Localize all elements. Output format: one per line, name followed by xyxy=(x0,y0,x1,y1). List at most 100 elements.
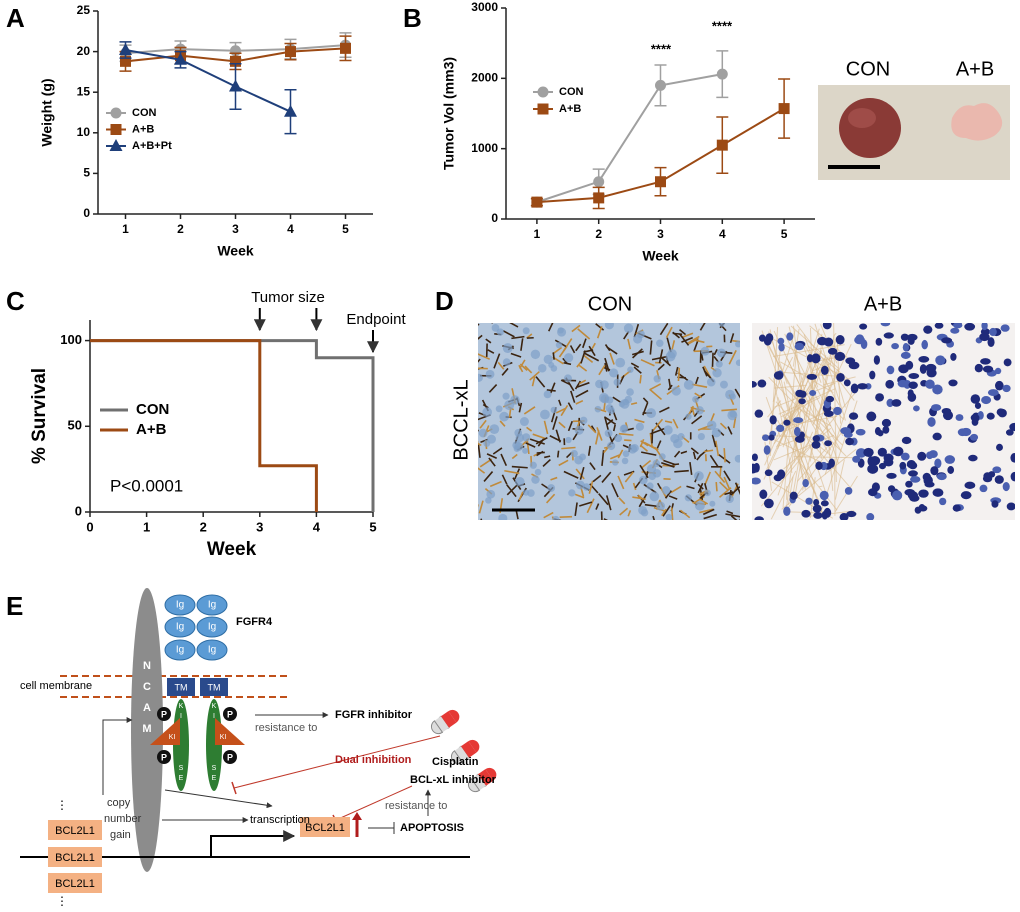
nucleus xyxy=(670,434,680,444)
fiber xyxy=(587,424,597,434)
label: TM xyxy=(208,682,221,692)
fiber xyxy=(518,364,524,373)
point xyxy=(230,55,241,67)
fiber xyxy=(634,418,645,424)
nucleus xyxy=(820,365,829,376)
nucleus xyxy=(789,491,798,500)
nucleus xyxy=(932,384,943,395)
nucleus xyxy=(759,489,768,499)
fiber xyxy=(725,513,740,518)
nucleus xyxy=(753,462,760,473)
fiber xyxy=(673,450,681,458)
ki xyxy=(150,718,180,745)
nucleus xyxy=(942,410,954,421)
fiber xyxy=(782,328,820,448)
fiber xyxy=(604,416,617,425)
nucleus xyxy=(594,405,602,413)
nucleus xyxy=(639,475,648,485)
nucleus xyxy=(499,411,509,422)
label: I xyxy=(180,713,182,720)
label: K xyxy=(179,703,184,710)
fiber xyxy=(715,482,718,492)
fiber xyxy=(657,363,665,371)
nucleus xyxy=(579,416,588,425)
nucleus xyxy=(996,443,1003,451)
nucleus xyxy=(609,368,619,378)
nucleus xyxy=(875,393,885,402)
nucleus xyxy=(1002,481,1010,492)
nucleus xyxy=(491,324,500,332)
fiber xyxy=(811,363,831,372)
fiber xyxy=(579,501,593,507)
fiber xyxy=(497,361,505,370)
label: N xyxy=(143,660,151,672)
nucleus xyxy=(502,343,513,354)
x-tick-label: 4 xyxy=(313,519,321,534)
fiber xyxy=(700,352,704,361)
x-tick-label: 5 xyxy=(342,222,349,236)
fiber xyxy=(550,476,558,481)
fiber xyxy=(697,483,704,490)
fiber xyxy=(558,421,566,429)
fiber xyxy=(711,434,717,448)
nucleus xyxy=(883,332,894,339)
nucleus xyxy=(661,486,671,495)
label: number xyxy=(104,813,142,825)
fiber xyxy=(595,503,600,510)
legend-marker xyxy=(109,139,123,151)
point xyxy=(119,42,132,55)
x-tick-label: 2 xyxy=(595,227,602,241)
fiber xyxy=(603,416,609,431)
nucleus xyxy=(986,412,995,420)
fiber xyxy=(728,486,740,497)
nucleus xyxy=(813,498,820,506)
nucleus xyxy=(646,482,654,490)
nucleus xyxy=(1006,502,1015,511)
nucleus xyxy=(901,436,912,445)
fiber xyxy=(486,453,498,459)
fiber xyxy=(587,445,592,456)
nucleus xyxy=(519,417,529,427)
x-axis-label: Week xyxy=(217,243,254,259)
point xyxy=(655,79,666,91)
fiber xyxy=(555,407,566,414)
legend-label: CON xyxy=(136,401,169,418)
nucleus xyxy=(866,513,875,520)
fiber xyxy=(576,361,582,368)
fiber xyxy=(478,353,491,360)
fiber xyxy=(703,449,714,453)
nucleus xyxy=(725,494,734,504)
nucleus xyxy=(502,392,510,400)
nucleus xyxy=(897,379,909,388)
fiber xyxy=(598,493,609,506)
nucleus xyxy=(857,383,868,390)
nucleus xyxy=(729,410,737,418)
fiber xyxy=(649,432,654,448)
fiber xyxy=(719,487,732,498)
nucleus xyxy=(522,433,531,442)
fiber xyxy=(800,463,838,511)
fiber xyxy=(583,349,594,353)
nucleus xyxy=(934,458,942,469)
label: KI xyxy=(220,734,227,741)
nucleus xyxy=(902,342,910,352)
nucleus xyxy=(811,353,821,364)
nucleus xyxy=(665,351,676,362)
fiber xyxy=(582,338,587,349)
fiber xyxy=(611,482,619,498)
nucleus xyxy=(649,491,660,502)
nucleus xyxy=(880,323,891,327)
nucleus xyxy=(613,378,621,386)
fiber xyxy=(638,493,648,508)
fiber xyxy=(511,465,528,469)
nucleus xyxy=(607,406,615,415)
nucleus xyxy=(908,372,920,380)
nucleus xyxy=(823,507,832,518)
phospho xyxy=(157,707,171,721)
fiber xyxy=(601,471,612,483)
nucleus xyxy=(752,477,761,485)
nucleus xyxy=(845,357,856,365)
fiber xyxy=(694,392,703,399)
fiber xyxy=(578,379,587,385)
y-tick-label: 2000 xyxy=(471,71,498,85)
